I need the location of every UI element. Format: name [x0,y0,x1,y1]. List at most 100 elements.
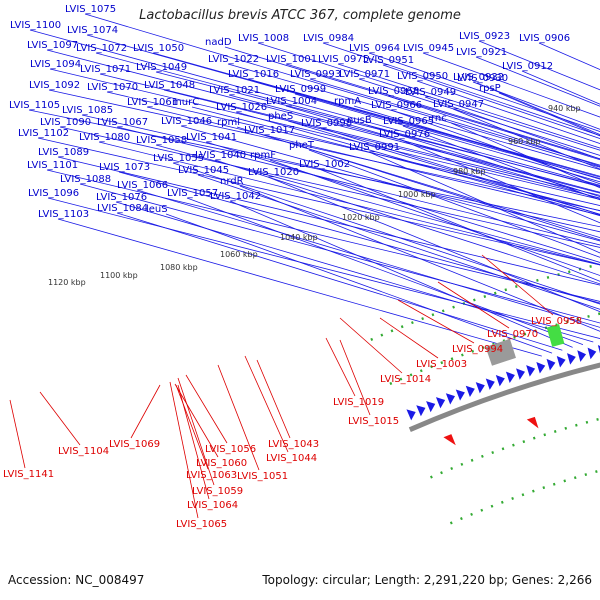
reverse-gene-label: LVIS_1043 [268,439,319,450]
forward-arrow [426,401,436,413]
reverse-gene-label: LVIS_1051 [237,471,288,482]
forward-leader [450,122,600,189]
forward-gene-label: LVIS_0923 [459,31,510,42]
forward-gene-label: LVIS_1102 [18,128,69,139]
forward-arrow [475,382,485,394]
forward-gene-label: LVIS_1070 [87,82,138,93]
forward-gene-label: LVIS_1061 [127,97,178,108]
reverse-gene-label: LVIS_1059 [192,486,243,497]
forward-gene-label: LVIS_0976 [379,129,430,140]
forward-leader [382,64,600,139]
reverse-gene-label: LVIS_1056 [205,444,256,455]
reverse-leader [175,384,209,470]
forward-arrow [526,365,536,377]
forward-gene-label: LVIS_0968 [368,86,419,97]
forward-gene-label: pheS [268,111,293,122]
forward-gene-label: LVIS_1017 [244,125,295,136]
forward-leader [99,73,600,196]
forward-leader [152,52,600,178]
forward-gene-label: LVIS_0971 [339,69,390,80]
forward-gene-label: LVIS_1026 [216,102,267,113]
forward-gene-label: LVIS_0951 [363,55,414,66]
reverse-leader [9,399,26,469]
topology-summary: Topology: circular; Length: 2,291,220 bp… [262,573,592,587]
reverse-leader [185,374,228,444]
reverse-gene-label: LVIS_1060 [196,458,247,469]
forward-gene-label: LVIS_1076 [96,192,147,203]
forward-gene-label: LVIS_0906 [519,33,570,44]
forward-leader [452,108,600,170]
forward-gene-label: LVIS_1055 [153,153,204,164]
forward-leader [422,52,600,118]
forward-leader [308,149,600,258]
forward-gene-label: LVIS_1092 [29,80,80,91]
forward-leader [37,137,600,266]
forward-leader [163,89,600,199]
forward-gene-label: LVIS_0984 [303,33,354,44]
reverse-label-leaders [9,254,554,519]
forward-leader [106,91,600,206]
reverse-gene-label: LVIS_1064 [187,500,238,511]
forward-gene-label: LVIS_1066 [117,180,168,191]
backbone-arc [408,362,600,433]
reverse-leader [481,254,554,316]
forward-leader [498,92,600,137]
forward-arrow [587,347,597,360]
forward-gene-label: LVIS_0999 [275,84,326,95]
forward-gene-arrows [406,344,600,421]
reverse-leader [256,359,291,439]
forward-gene-label: LVIS_1073 [99,162,150,173]
forward-arrow [435,397,446,409]
forward-leader [476,82,600,136]
reverse-arrow [443,434,456,446]
reverse-gene-labels: LVIS_0958 LVIS_0970 LVIS_0994 LVIS_1003 LVIS… [3,316,582,530]
reverse-leader [244,355,289,453]
forward-gene-label: LVIS_1067 [97,117,148,128]
forward-leader [353,105,600,180]
forward-arrow [577,350,587,362]
forward-gene-label: LVIS_1071 [80,64,131,75]
reverse-gene-label: LVIS_0958 [531,316,582,327]
reverse-leader [177,377,215,486]
kbp-label: 1040 kbp [280,233,318,242]
forward-gene-label: LVIS_0964 [349,43,400,54]
forward-leader [239,185,600,332]
reverse-leader [174,383,219,458]
forward-leader [402,125,600,201]
forward-gene-label: LVIS_1001 [266,54,317,65]
forward-gene-label: LVIS_1004 [266,96,317,107]
forward-leader [49,68,600,200]
accession-label: Accession: NC_008497 [8,573,145,587]
forward-leader [368,52,600,132]
forward-gene-label: LVIS_0993 [290,69,341,80]
forward-leader [28,109,600,228]
forward-gene-label: LVIS_0991 [349,142,400,153]
feature-blocks [485,324,565,366]
forward-gene-label: LVIS_0932 [453,72,504,83]
forward-leader [318,168,600,282]
genome-backbone [408,362,600,433]
forward-gene-label: nrdR [220,176,244,187]
kbp-label: 1120 kbp [48,278,86,287]
forward-gene-label: LVIS_1085 [62,105,113,116]
reverse-leader [177,384,210,500]
forward-gene-label: LVIS_1072 [76,43,127,54]
forward-leader [84,13,600,168]
forward-leader [229,200,573,348]
dotted-guide-3 [449,469,600,525]
forward-gene-label: LVIS_1040 [195,150,246,161]
reverse-leader [379,317,439,359]
forward-gene-label: rnc [431,113,447,124]
forward-arrow [495,375,505,387]
forward-leader [424,96,600,160]
forward-leader [294,93,600,183]
forward-gene-label: LVIS_1101 [27,160,78,171]
reverse-gene-label: LVIS_1063 [186,470,237,481]
forward-leader [95,52,600,188]
reverse-leader [217,364,260,471]
forward-leader [116,126,600,246]
forward-gene-label: LVIS_1100 [10,20,61,31]
reverse-leader [130,384,161,439]
forward-leader [197,174,600,310]
forward-gene-label: LVIS_1105 [9,100,60,111]
